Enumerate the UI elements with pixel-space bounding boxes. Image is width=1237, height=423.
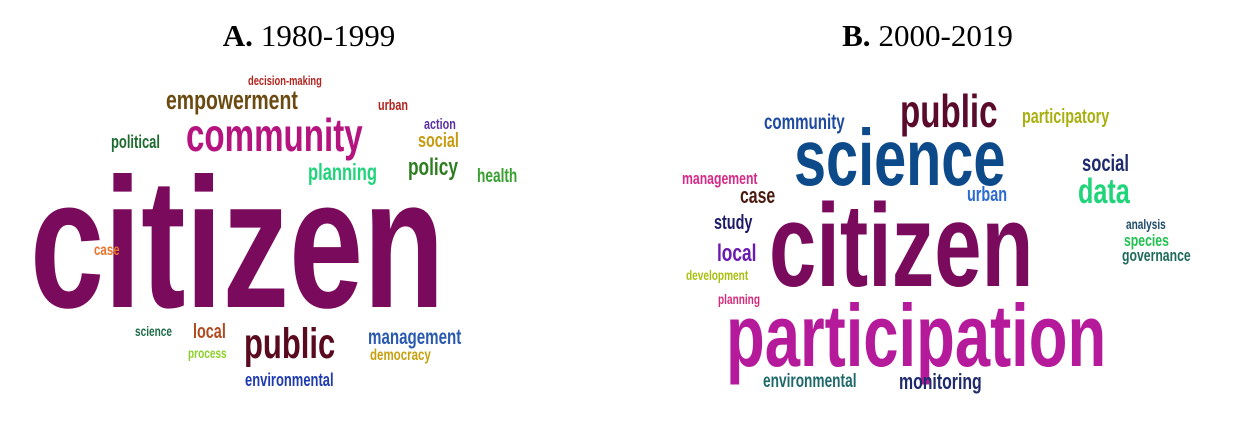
word-empowerment: empowerment (166, 85, 298, 115)
word-planning: planning (308, 159, 377, 185)
word-science: science (135, 323, 172, 339)
word-citizen: citizen (769, 180, 1034, 312)
word-participation: participation (726, 286, 1107, 385)
word-management: management (368, 326, 462, 349)
word-citizen: citizen (30, 141, 445, 347)
panel-a-letter: A. (222, 18, 253, 53)
panel-a-title: A. 1980-1999 (0, 18, 618, 54)
word-local: local (193, 321, 226, 343)
word-environmental: environmental (245, 370, 334, 390)
word-local: local (717, 240, 757, 267)
word-social: social (1082, 150, 1129, 176)
word-action: action (424, 116, 456, 133)
word-species: species (1124, 231, 1169, 250)
panel-b-period: 2000-2019 (878, 18, 1013, 53)
word-participatory: participatory (1022, 106, 1110, 128)
word-urban: urban (967, 184, 1008, 206)
word-development: development (686, 267, 749, 283)
word-cloud-panel-a: A. 1980-1999 citizen community empowermen… (0, 0, 618, 423)
word-management: management (682, 169, 758, 188)
panel-a-period: 1980-1999 (260, 18, 396, 53)
word-case: case (740, 183, 776, 208)
word-decision-making: decision-making (248, 73, 322, 88)
word-community: community (764, 111, 845, 134)
word-environmental: environmental (763, 371, 857, 392)
word-policy: policy (408, 154, 458, 181)
panel-b-title: B. 2000-2019 (618, 18, 1237, 54)
word-cloud-panel-b: B. 2000-2019 public participatory communi… (618, 0, 1237, 423)
word-case: case (94, 242, 120, 259)
word-planning: planning (718, 291, 760, 307)
word-governance: governance (1122, 246, 1191, 265)
word-public: public (900, 85, 998, 137)
word-data: data (1078, 172, 1130, 211)
word-democracy: democracy (370, 347, 431, 364)
word-social: social (418, 130, 459, 152)
word-urban: urban (378, 97, 409, 114)
word-monitoring: monitoring (899, 369, 982, 394)
word-study: study (714, 212, 753, 234)
word-analysis: analysis (1126, 216, 1166, 232)
word-process: process (188, 345, 227, 361)
word-community: community (186, 109, 363, 161)
word-health: health (477, 166, 518, 187)
word-science: science (794, 113, 1006, 202)
word-political: political (111, 132, 160, 152)
panel-b-letter: B. (842, 18, 871, 53)
word-public: public (244, 320, 336, 368)
